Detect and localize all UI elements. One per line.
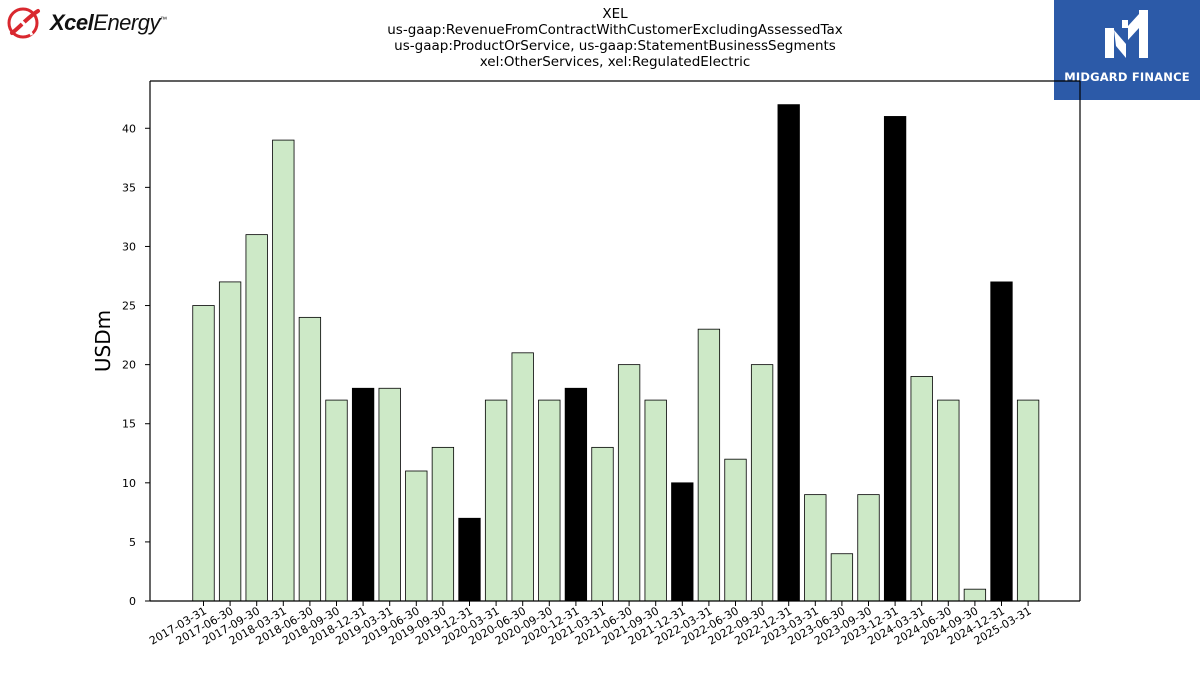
bar-2019-06-30 [405,470,428,602]
xcel-energy-logo: XcelEnergy™ [6,4,167,42]
xcel-energy-wordmark: XcelEnergy™ [50,10,167,35]
y-tick-label-25: 25 [122,300,136,313]
y-tick-label-40: 40 [122,122,136,135]
bar-2017-03-31 [192,305,215,602]
bar-2024-12-31 [990,281,1013,602]
midgard-finance-text: MIDGARD FINANCE [1064,70,1190,84]
y-tick-label-15: 15 [122,418,136,431]
y-tick-label-5: 5 [129,536,136,549]
bar-2022-03-31 [697,328,721,602]
bar-2023-03-31 [804,494,827,602]
chart-title-line-1: XEL [602,6,628,22]
bar-2019-12-31 [458,517,481,602]
chart-title-line-3: us-gaap:ProductOrService, us-gaap:Statem… [394,38,836,54]
bar-2022-12-31 [777,104,800,602]
chart-title-line-4: xel:OtherServices, xel:RegulatedElectric [479,54,751,70]
bar-2024-09-30 [963,588,987,602]
bar-2023-09-30 [857,494,880,602]
bar-2017-09-30 [245,234,268,602]
bar-2018-12-31 [351,387,375,602]
y-tick-label-10: 10 [122,477,136,490]
bar-2018-09-30 [325,399,348,602]
bar-2023-12-31 [883,116,907,602]
bar-2019-03-31 [378,387,401,602]
bar-2025-03-31 [1016,399,1040,602]
bar-2024-06-30 [937,399,960,602]
bar-2018-06-30 [298,316,322,602]
y-tick-label-35: 35 [122,181,136,194]
bar-2024-03-31 [910,376,933,602]
y-tick-label-20: 20 [122,359,136,372]
bar-2021-06-30 [617,364,641,602]
y-axis-label: USDm [91,310,115,372]
bar-2020-03-31 [484,399,508,602]
bar-2019-09-30 [431,446,455,602]
bar-2022-06-30 [724,458,747,602]
bar-2020-06-30 [511,352,534,602]
y-tick-label-0: 0 [129,595,136,608]
xcel-swoosh-icon [7,7,40,39]
bar-2020-12-31 [564,387,588,602]
bar-2022-09-30 [750,364,774,602]
bar-2021-03-31 [591,446,614,602]
y-tick-label-30: 30 [122,240,136,253]
chart-title: XEL us-gaap:RevenueFromContractWithCusto… [300,6,930,70]
bar-2021-12-31 [671,482,694,602]
bar-2020-09-30 [538,399,561,602]
chart-title-line-2: us-gaap:RevenueFromContractWithCustomerE… [387,22,843,38]
bar-2018-03-31 [272,139,295,602]
midgard-m-icon [1105,10,1148,58]
bar-2021-09-30 [644,399,667,602]
bar-2017-06-30 [218,281,242,602]
bar-2023-06-30 [830,553,854,602]
midgard-finance-logo: MIDGARD FINANCE [1054,0,1200,100]
